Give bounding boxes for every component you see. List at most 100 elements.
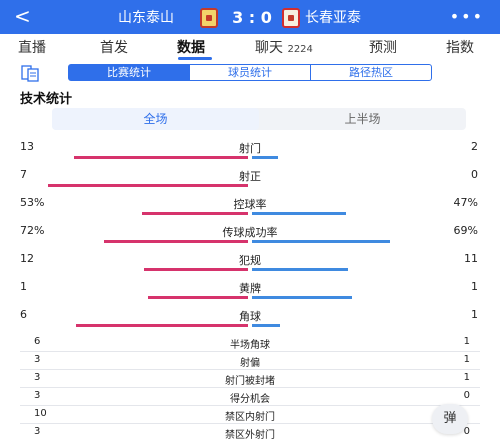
away-value: 1 — [471, 308, 478, 321]
stat-label: 射门 — [239, 142, 261, 155]
subtab-player-stats[interactable]: 球员统计 — [190, 65, 311, 80]
stat-label: 传球成功率 — [222, 226, 278, 239]
away-value: 47% — [453, 196, 478, 209]
list-stat-row: 3 射偏 1 — [0, 354, 500, 372]
home-bar — [74, 156, 248, 159]
away-bar — [252, 156, 278, 159]
tab-label: 预测 — [369, 40, 397, 56]
away-value: 2 — [471, 140, 478, 153]
stat-label: 犯规 — [239, 254, 261, 267]
away-value: 1 — [463, 372, 470, 383]
tab-label: 数据 — [177, 40, 205, 56]
away-value: 11 — [464, 252, 478, 265]
row-divider — [20, 387, 480, 388]
home-bar — [104, 240, 248, 243]
away-value: 1 — [471, 280, 478, 293]
tab-label: 直播 — [18, 40, 46, 56]
stat-row: 53% 控球率 47% — [0, 196, 500, 226]
away-value: 1 — [463, 354, 470, 365]
list-stat-row: 6 半场角球 1 — [0, 336, 500, 354]
subtab-heatmap[interactable]: 路径热区 — [349, 66, 393, 79]
away-bar — [252, 212, 346, 215]
back-icon[interactable]: < — [14, 4, 31, 28]
home-value: 3 — [34, 426, 41, 437]
stat-label: 半场角球 — [230, 340, 270, 351]
home-team-badge-icon — [200, 8, 218, 28]
list-stat-row: 3 禁区外射门 0 — [0, 426, 500, 440]
tab-label: 指数 — [446, 40, 474, 56]
stat-row: 12 犯规 11 — [0, 252, 500, 282]
chat-count: 2224 — [287, 44, 313, 55]
home-bar — [148, 296, 248, 299]
home-bar — [48, 184, 248, 187]
home-value: 6 — [20, 308, 27, 321]
match-score: 3 : 0 — [232, 8, 272, 27]
away-bar — [252, 324, 280, 327]
period-toggle: 全场 上半场 — [52, 108, 466, 130]
subtab-match-stats[interactable]: 比赛统计 — [69, 65, 190, 80]
away-bar — [252, 268, 348, 271]
stats-document-icon[interactable] — [20, 63, 42, 83]
away-value: 0 — [463, 426, 470, 437]
away-value: 69% — [453, 224, 478, 237]
home-bar — [142, 212, 248, 215]
home-value: 72% — [20, 224, 45, 237]
stat-label: 禁区外射门 — [225, 430, 275, 440]
stat-label: 控球率 — [233, 198, 267, 211]
tab-label: 聊天 — [255, 40, 283, 56]
list-stat-row: 3 射门被封堵 1 — [0, 372, 500, 390]
away-team-badge-icon — [282, 8, 300, 28]
stat-row: 1 黄牌 1 — [0, 280, 500, 310]
away-value: 1 — [463, 336, 470, 347]
tab-lineup[interactable]: 首发 — [100, 37, 128, 57]
scoreboard: 山东泰山 3 : 0 长春亚泰 — [110, 8, 410, 28]
stat-label: 禁区内射门 — [225, 412, 275, 423]
stats-subtabs: 比赛统计 球员统计 路径热区 — [68, 64, 432, 81]
away-value: 0 — [471, 168, 478, 181]
away-bar — [252, 296, 352, 299]
tab-live[interactable]: 直播 — [18, 37, 46, 57]
home-team-name: 山东泰山 — [118, 10, 174, 26]
away-bar — [252, 240, 390, 243]
stat-row: 7 射正 0 — [0, 168, 500, 198]
home-value: 13 — [20, 140, 34, 153]
row-divider — [20, 351, 480, 352]
home-value: 53% — [20, 196, 45, 209]
row-divider — [20, 405, 480, 406]
tab-predict[interactable]: 预测 — [369, 37, 397, 57]
stat-row: 13 射门 2 — [0, 140, 500, 170]
active-tab-indicator — [178, 57, 212, 60]
tab-data[interactable]: 数据 — [177, 37, 205, 57]
home-value: 3 — [34, 354, 41, 365]
stat-label: 黄牌 — [239, 282, 261, 295]
away-value: 0 — [463, 390, 470, 401]
main-tabs: 直播 首发 数据 聊天 2224 预测 指数 — [0, 34, 500, 60]
home-value: 6 — [34, 336, 41, 347]
home-value: 7 — [20, 168, 27, 181]
tab-chat[interactable]: 聊天 2224 — [255, 37, 313, 57]
period-full-match[interactable]: 全场 — [52, 108, 259, 130]
home-value: 3 — [34, 372, 41, 383]
stat-label: 射偏 — [240, 358, 260, 369]
row-divider — [20, 423, 480, 424]
list-stat-row: 10 禁区内射门 — [0, 408, 500, 426]
list-stat-row: 3 得分机会 0 — [0, 390, 500, 408]
row-divider — [20, 369, 480, 370]
stat-label: 得分机会 — [230, 394, 270, 405]
stat-label: 角球 — [239, 310, 261, 323]
stat-label: 射门被封堵 — [225, 376, 275, 387]
match-header: < 山东泰山 3 : 0 长春亚泰 ••• — [0, 0, 500, 34]
away-team-name: 长春亚泰 — [305, 10, 361, 26]
more-options-icon[interactable]: ••• — [449, 7, 484, 26]
home-value: 1 — [20, 280, 27, 293]
tab-odds[interactable]: 指数 — [446, 37, 474, 57]
danmaku-button[interactable]: 弹 — [432, 404, 468, 434]
stat-row: 72% 传球成功率 69% — [0, 224, 500, 254]
home-bar — [76, 324, 248, 327]
period-first-half[interactable]: 上半场 — [344, 112, 381, 126]
home-bar — [144, 268, 248, 271]
home-value: 3 — [34, 390, 41, 401]
home-value: 12 — [20, 252, 34, 265]
stat-label: 射正 — [239, 170, 261, 183]
tab-label: 首发 — [100, 40, 128, 56]
